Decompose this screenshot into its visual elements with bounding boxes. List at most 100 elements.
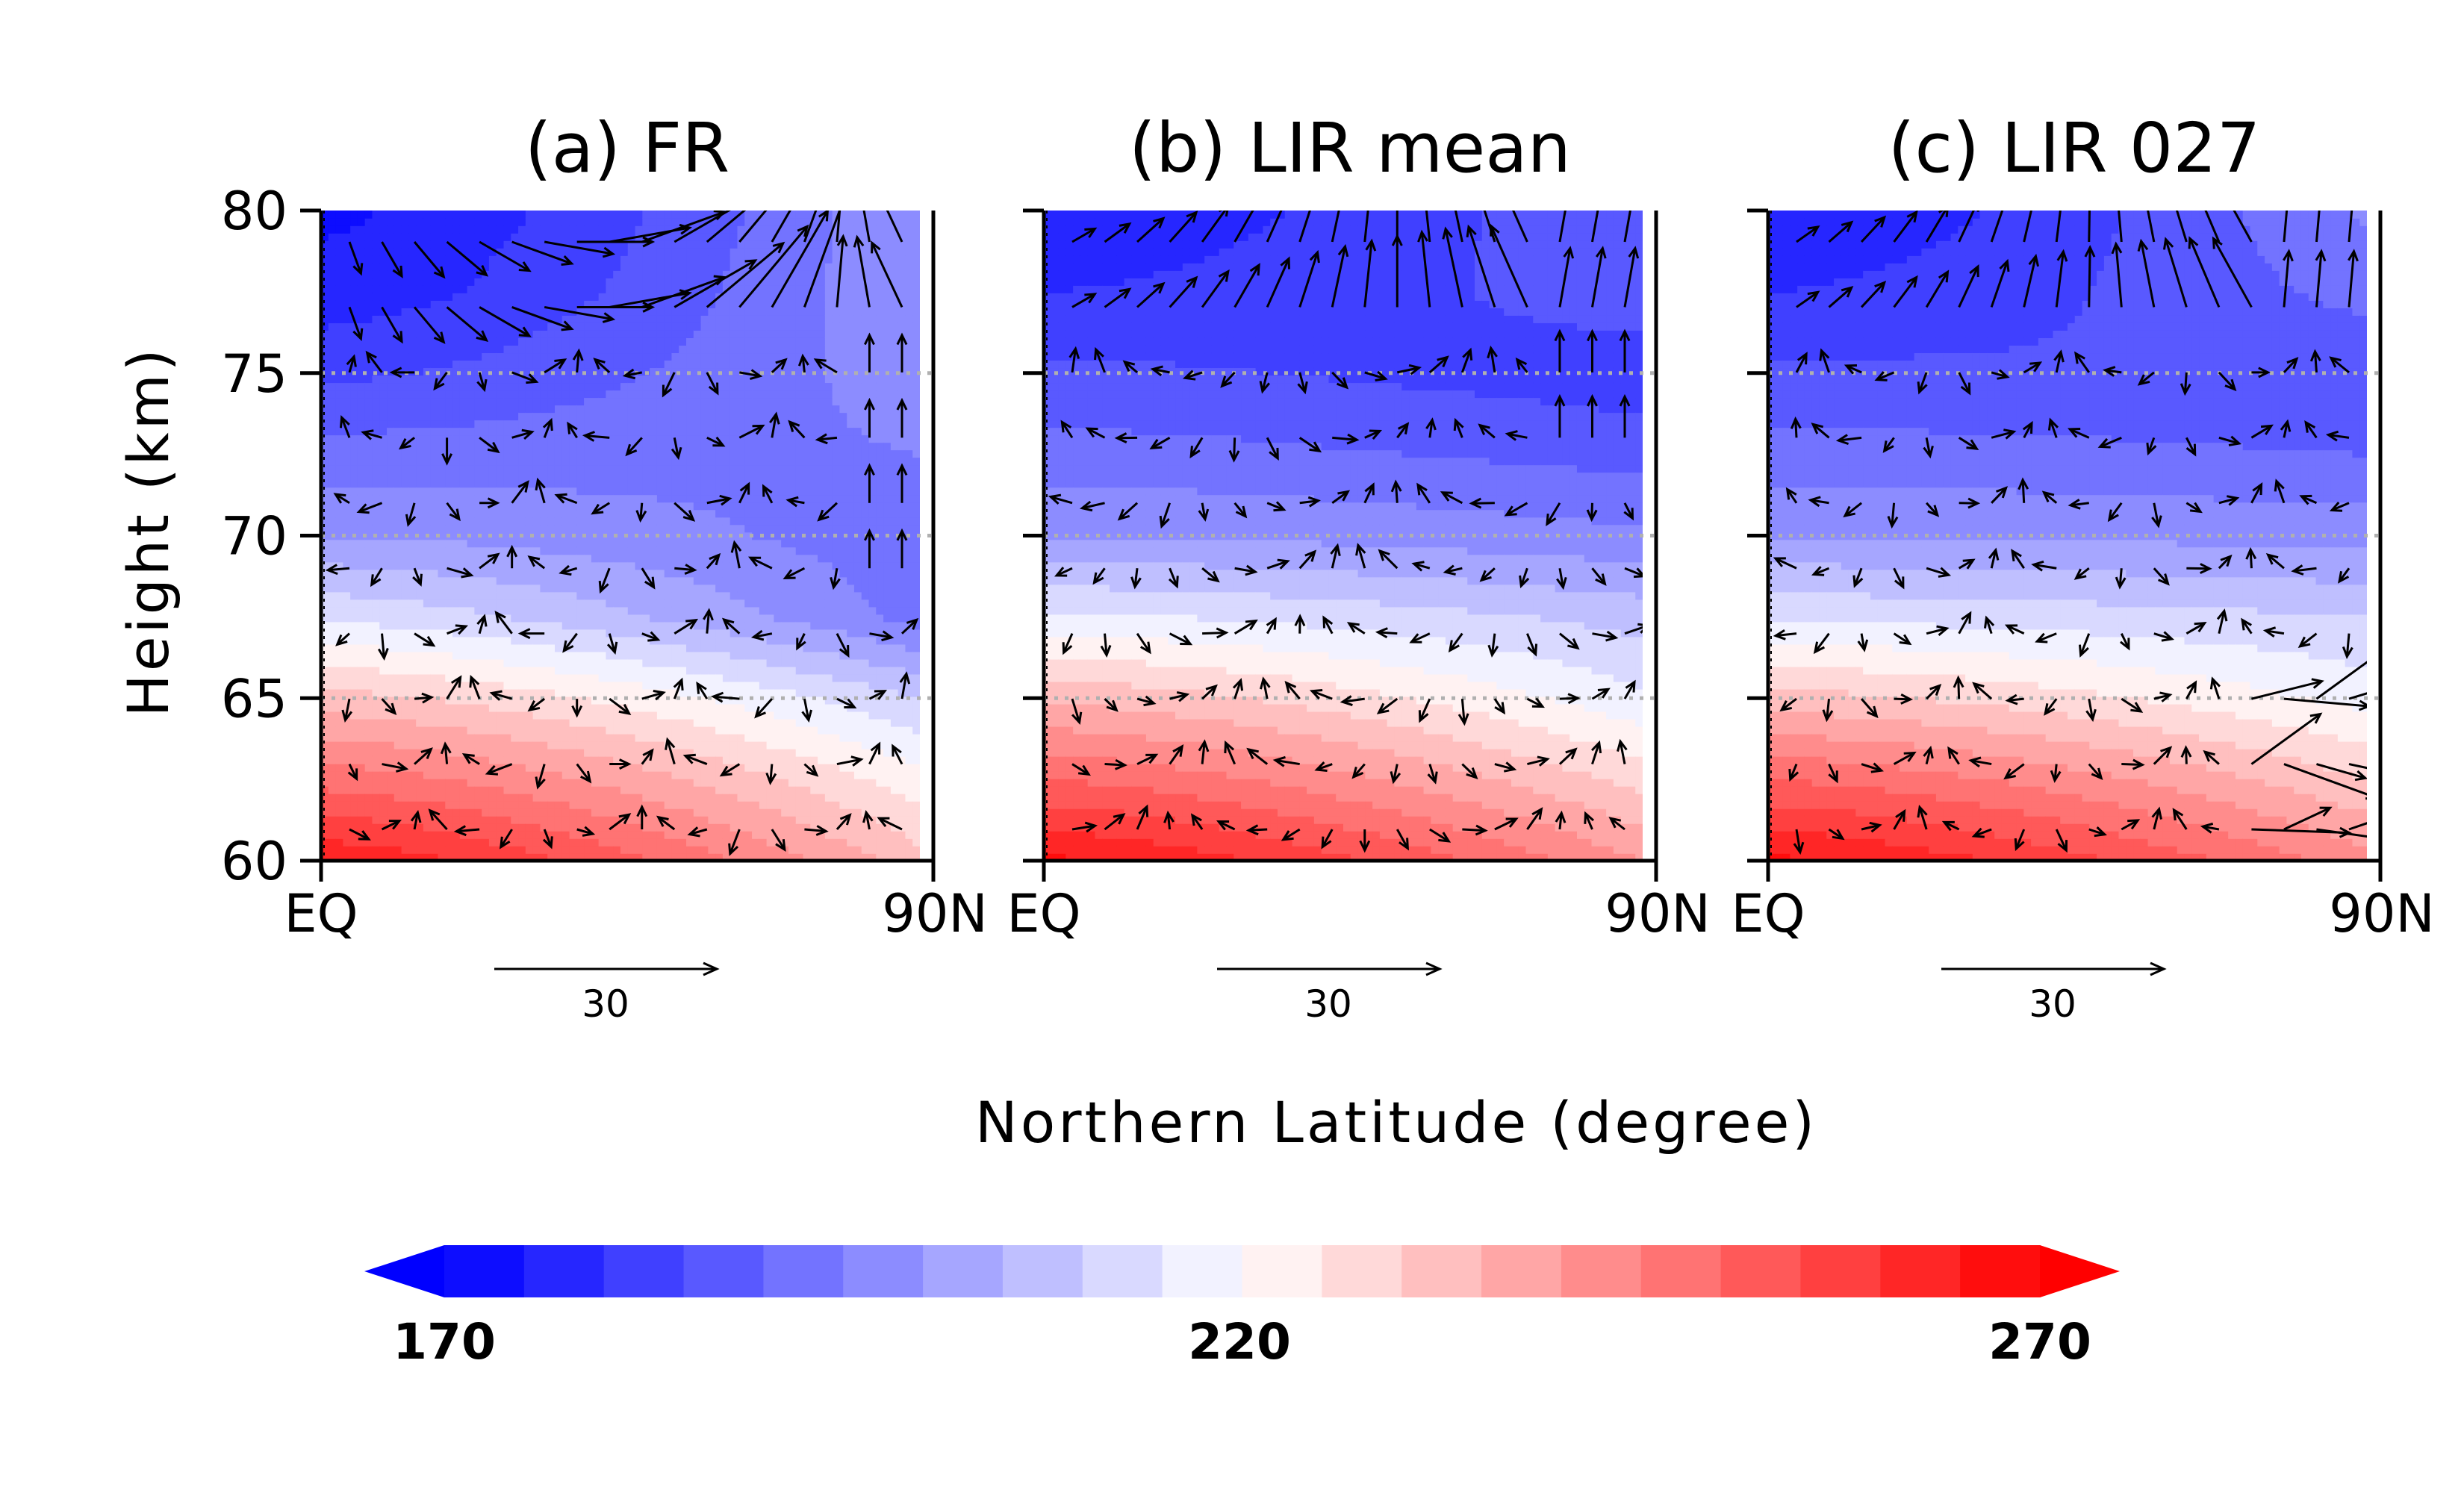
field-cell	[335, 270, 344, 278]
field-cell	[584, 457, 592, 466]
field-cell	[642, 457, 650, 466]
field-cell	[482, 337, 490, 346]
field-cell	[467, 412, 476, 421]
field-cell	[729, 629, 738, 638]
field-cell	[503, 808, 512, 817]
field-cell	[591, 270, 600, 278]
field-cell	[387, 606, 395, 615]
field-cell	[715, 546, 724, 555]
field-cell	[401, 584, 410, 593]
field-cell	[364, 651, 373, 660]
field-cell	[321, 352, 329, 361]
field-cell	[656, 390, 665, 399]
field-cell	[656, 636, 665, 645]
field-cell	[554, 718, 563, 727]
field-cell	[598, 517, 607, 526]
field-cell	[401, 449, 410, 458]
field-cell	[328, 726, 337, 735]
field-cell	[598, 412, 607, 421]
field-cell	[364, 808, 373, 817]
field-cell	[416, 711, 424, 720]
field-cell	[372, 509, 381, 518]
field-cell	[561, 509, 570, 518]
field-cell	[715, 770, 724, 779]
field-cell	[664, 240, 673, 249]
field-cell	[591, 606, 600, 615]
field-cell	[452, 823, 461, 832]
field-cell	[569, 405, 578, 414]
field-cell	[715, 606, 724, 615]
field-cell	[387, 599, 395, 608]
field-cell	[401, 524, 410, 533]
field-cell	[598, 225, 607, 234]
field-cell	[474, 681, 482, 690]
field-cell	[503, 823, 512, 832]
field-cell	[737, 823, 746, 832]
field-cell	[393, 427, 402, 436]
field-cell	[686, 770, 694, 779]
field-cell	[408, 629, 417, 638]
field-cell	[554, 345, 563, 354]
field-cell	[511, 487, 519, 496]
field-cell	[416, 845, 424, 854]
field-cell	[576, 576, 585, 585]
field-cell	[671, 367, 680, 376]
field-cell	[642, 472, 650, 481]
field-cell	[540, 561, 548, 570]
field-cell	[650, 561, 658, 570]
field-cell	[606, 614, 615, 623]
field-cell	[387, 688, 395, 697]
field-cell	[496, 322, 505, 331]
field-cell	[700, 741, 709, 749]
field-cell	[656, 300, 665, 308]
field-cell	[650, 606, 658, 615]
field-cell	[679, 584, 687, 593]
field-cell	[613, 681, 621, 690]
field-cell	[350, 337, 358, 346]
field-cell	[343, 629, 351, 638]
field-cell	[729, 673, 738, 682]
field-cell	[474, 322, 482, 331]
field-cell	[540, 584, 548, 593]
field-cell	[379, 270, 388, 278]
field-cell	[532, 278, 541, 286]
field-cell	[335, 285, 344, 293]
field-cell	[416, 322, 424, 331]
field-cell	[496, 584, 505, 593]
field-cell	[482, 741, 490, 749]
field-cell	[715, 360, 724, 369]
field-cell	[496, 658, 505, 667]
field-cell	[708, 853, 716, 861]
field-cell	[664, 546, 673, 555]
field-cell	[452, 688, 461, 697]
field-cell	[627, 658, 636, 667]
field-cell	[335, 382, 344, 391]
field-cell	[364, 524, 373, 533]
field-cell	[364, 300, 373, 308]
field-cell	[379, 584, 388, 593]
field-cell	[401, 539, 410, 548]
field-cell	[591, 308, 600, 316]
field-cell	[635, 255, 644, 264]
field-cell	[430, 838, 439, 847]
field-cell	[598, 375, 607, 384]
field-cell	[496, 681, 505, 690]
field-cell	[715, 629, 724, 638]
field-cell	[547, 479, 556, 488]
field-cell	[488, 263, 497, 271]
field-cell	[722, 218, 731, 226]
field-cell	[350, 755, 358, 764]
field-cell	[518, 278, 526, 286]
field-cell	[393, 599, 402, 608]
field-cell	[416, 591, 424, 600]
field-cell	[321, 270, 329, 278]
field-cell	[321, 300, 329, 308]
field-cell	[569, 300, 578, 308]
field-cell	[335, 240, 344, 249]
field-cell	[343, 718, 351, 727]
field-cell	[416, 375, 424, 384]
field-cell	[671, 606, 680, 615]
field-cell	[671, 263, 680, 271]
field-cell	[591, 412, 600, 421]
field-cell	[569, 658, 578, 667]
